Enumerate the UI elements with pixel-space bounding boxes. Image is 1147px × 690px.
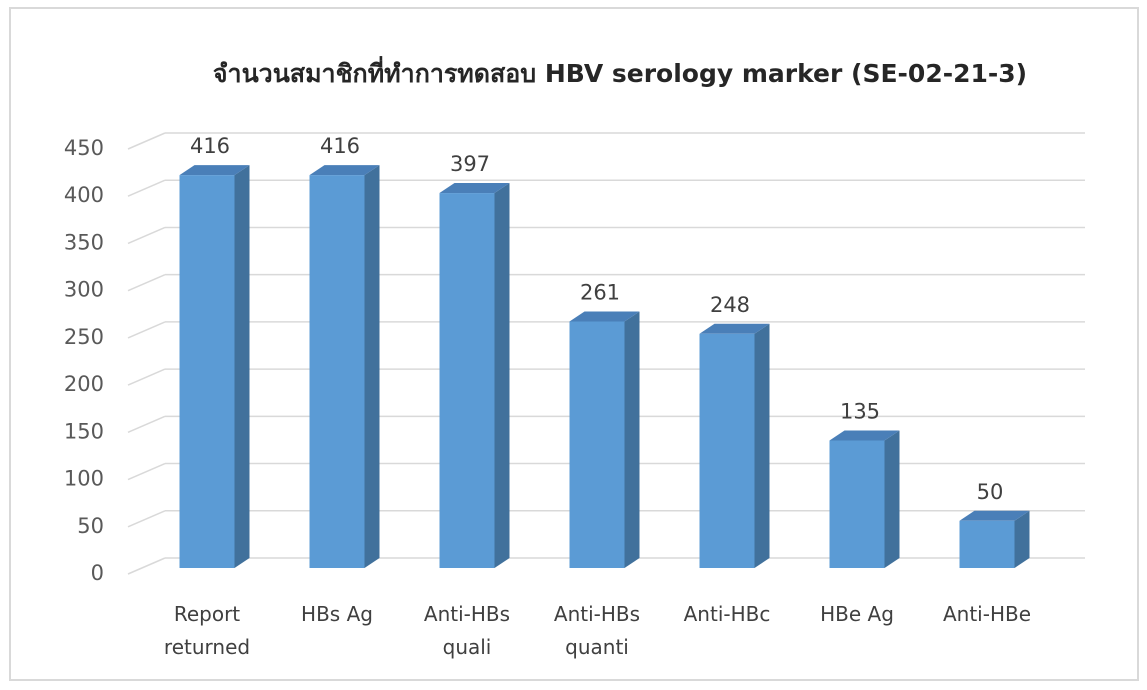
y-tick-label: 450 (64, 136, 104, 160)
y-tick-label: 400 (64, 183, 104, 207)
y-tick-label: 350 (64, 230, 104, 254)
x-tick-label: HBs Ag (301, 602, 373, 626)
data-label: 397 (450, 152, 490, 176)
x-tick-line: Anti-HBe (943, 602, 1031, 626)
data-label: 50 (977, 480, 1004, 504)
bar-top (569, 311, 640, 322)
bar (699, 333, 755, 568)
bar (179, 175, 235, 568)
bar-side (884, 430, 900, 568)
bar-top (179, 165, 250, 176)
grid-line (127, 462, 166, 481)
x-tick-line: Anti-HBc (684, 602, 771, 626)
y-tick-label: 250 (64, 325, 104, 349)
chart-title: จำนวนสมาชิกที่ทำการทดสอบ HBV serology ma… (213, 56, 1027, 88)
bar-top (699, 323, 770, 334)
bar-side (364, 165, 380, 568)
bar-side (754, 323, 770, 568)
x-tick-line: Anti-HBs (424, 602, 510, 626)
grid-line (127, 273, 166, 292)
data-label: 135 (840, 400, 880, 424)
bar-side (494, 183, 510, 569)
grid-line (127, 179, 166, 197)
x-tick-label: HBe Ag (820, 602, 894, 626)
bar (959, 520, 1015, 568)
y-tick-label: 0 (91, 561, 104, 585)
y-tick-label: 100 (64, 467, 104, 491)
x-tick-label: Anti-HBs quanti (554, 602, 640, 659)
bar (309, 175, 365, 568)
y-tick-label: 150 (64, 419, 104, 443)
x-tick-line: Anti-HBs (554, 602, 640, 626)
grid-line (127, 557, 166, 575)
grid-line (127, 132, 166, 150)
bar-side (234, 165, 250, 568)
bar-side (624, 311, 640, 568)
x-tick-line: HBs Ag (301, 602, 373, 626)
bar (569, 321, 625, 568)
bar-side (1014, 510, 1030, 568)
bar-top (309, 165, 380, 176)
data-label: 416 (190, 134, 230, 158)
x-tick-label: Anti-HBe (943, 602, 1031, 626)
grid-line (127, 510, 166, 528)
x-tick-line: returned (164, 635, 250, 659)
grid-line (127, 321, 166, 339)
data-label: 416 (320, 134, 360, 158)
x-tick-label: Report returned (164, 602, 250, 659)
bar-top (829, 430, 900, 441)
x-tick-label: Anti-HBc (684, 602, 771, 626)
grid-line (127, 368, 166, 386)
bar-top (959, 510, 1030, 521)
x-tick-label: Anti-HBs quali (424, 602, 510, 659)
y-tick-label: 200 (64, 372, 104, 396)
bar (829, 440, 885, 568)
y-tick-label: 50 (77, 514, 104, 538)
y-tick-label: 300 (64, 278, 104, 302)
x-tick-line: Report (174, 602, 240, 626)
grid-line (127, 226, 166, 245)
x-tick-line: quali (443, 635, 492, 659)
data-label: 261 (580, 281, 620, 305)
bar-top (439, 183, 510, 194)
bar (439, 193, 495, 569)
grid-line (127, 415, 166, 434)
x-tick-line: quanti (565, 635, 629, 659)
x-tick-line: HBe Ag (820, 602, 894, 626)
data-label: 248 (710, 293, 750, 317)
